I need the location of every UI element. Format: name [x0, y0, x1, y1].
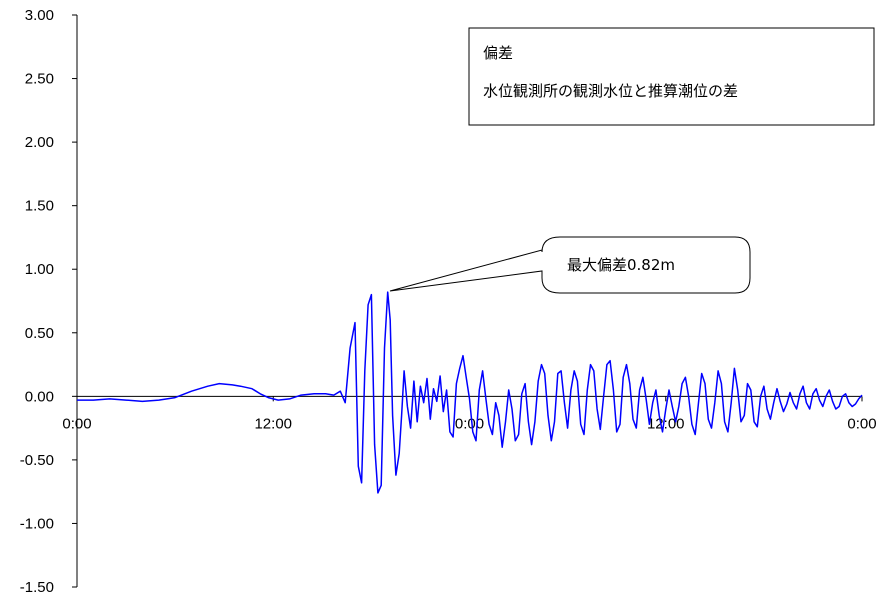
legend-description: 水位観測所の観測水位と推算潮位の差	[483, 82, 738, 100]
legend-title: 偏差	[483, 44, 513, 62]
callout-label: 最大偏差0.82m	[567, 256, 675, 274]
y-tick-label: -0.50	[20, 452, 54, 469]
y-tick-label: 1.00	[25, 261, 54, 278]
y-tick-label: -1.00	[20, 515, 54, 532]
x-tick-label: 12:00	[647, 415, 685, 432]
y-axis-ticks: 3.00 2.50 2.00 1.50 1.00 0.50 0.00 -0.50 -1.00 -1…	[20, 7, 77, 596]
y-tick-label: 0.00	[25, 388, 54, 405]
x-tick-label: 12:00	[254, 415, 292, 432]
y-tick-label: 1.50	[25, 198, 54, 215]
y-tick-label: 2.50	[25, 71, 54, 88]
x-tick-label: 0:00	[847, 415, 876, 432]
x-tick-label: 0:00	[455, 415, 484, 432]
legend-box: 偏差 水位観測所の観測水位と推算潮位の差	[468, 27, 875, 126]
y-tick-label: -1.50	[20, 579, 54, 596]
x-tick-label: 0:00	[62, 415, 91, 432]
y-tick-label: 3.00	[25, 7, 54, 24]
max-deviation-callout: 最大偏差0.82m	[389, 236, 751, 294]
y-tick-label: 0.50	[25, 325, 54, 342]
series-line-0	[77, 291, 863, 494]
y-tick-label: 2.00	[25, 134, 54, 151]
series-group	[77, 291, 863, 494]
